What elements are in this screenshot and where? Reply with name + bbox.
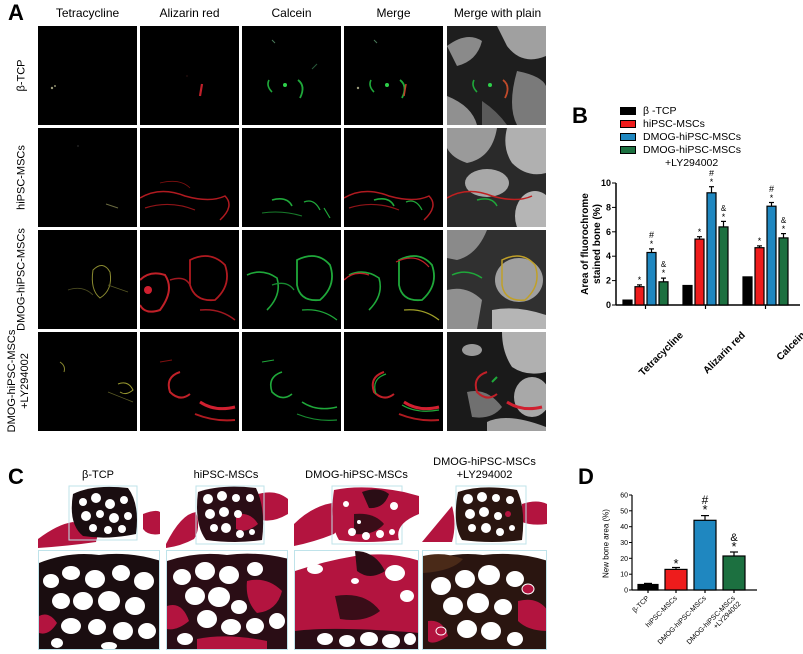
svg-text:#: # [769, 184, 774, 194]
image-hipsc-alizarin [140, 128, 239, 227]
legend-swatch-dmog-ly [620, 145, 636, 154]
svg-text:0: 0 [624, 588, 628, 595]
svg-text:20: 20 [620, 556, 628, 563]
histology-overview-hipsc [166, 485, 288, 548]
panel-d-letter: D [578, 464, 594, 489]
svg-text:*: * [702, 502, 707, 517]
svg-text:2: 2 [606, 276, 611, 286]
svg-text:*: * [731, 539, 736, 554]
image-dmog-merge [344, 230, 443, 329]
image-hipsc-calcein [242, 128, 341, 227]
histology-overview-dmog-ly [422, 485, 547, 545]
panel-b-letter: B [572, 103, 588, 128]
panel-a-col-title-merge: Merge [376, 6, 411, 20]
panel-b-legend: β -TCP hiPSC-MSCs DMOG-hiPSC-MSCs DMOG-h… [620, 104, 741, 169]
panel-a-letter: A [8, 0, 24, 25]
image-hipsc-merge [344, 128, 443, 227]
image-dmogly-merge-plain [447, 332, 546, 431]
svg-text:*: * [662, 268, 666, 278]
panel-a-col-title-alizarin: Alizarin red [159, 6, 220, 20]
panel-c-title-dmog: DMOG-hiPSC-MSCs [305, 469, 408, 481]
svg-text:*: * [782, 224, 786, 234]
histology-detail-dmog-ly [422, 550, 547, 650]
svg-text:*: * [638, 275, 642, 285]
svg-text:4: 4 [606, 251, 611, 261]
image-btcp-alizarin [140, 26, 239, 125]
svg-text:*: * [770, 193, 774, 203]
svg-text:*: * [698, 227, 702, 237]
legend-item-dmog-ly: DMOG-hiPSC-MSCs [620, 143, 741, 156]
legend-item-dmog: DMOG-hiPSC-MSCs [620, 130, 741, 143]
image-dmogly-merge [344, 332, 443, 431]
svg-text:*: * [650, 239, 654, 249]
panel-a-col-title-merge-plain: Merge with plain [453, 6, 542, 20]
chart-b-plot: 0 2 4 6 8 10 * * [601, 170, 800, 310]
image-dmog-calcein [242, 230, 341, 329]
image-dmogly-alizarin [140, 332, 239, 431]
chart-d-xlabel-btcp: β-TCP [631, 595, 651, 615]
svg-text:40: 40 [620, 524, 628, 531]
svg-text:*: * [710, 177, 714, 187]
svg-text:8: 8 [606, 202, 611, 212]
panel-c-title-hipsc: hiPSC-MSCs [193, 469, 259, 481]
panel-a-col-title-tetracycline: Tetracycline [55, 6, 120, 20]
chart-d-plot: 0 10 20 30 40 50 60 * *# *& [620, 493, 757, 595]
svg-text:60: 60 [620, 493, 628, 500]
svg-text:*: * [673, 556, 678, 571]
panel-a-col-title-calcein: Calcein [271, 6, 312, 20]
svg-text:#: # [709, 170, 714, 178]
image-hipsc-merge-plain [447, 128, 546, 227]
image-btcp-tetracycline [38, 26, 137, 125]
svg-text:&: & [781, 216, 787, 225]
image-dmog-tetracycline [38, 230, 137, 329]
histology-overview-dmog [294, 485, 419, 546]
svg-text:10: 10 [620, 572, 628, 579]
image-btcp-merge-plain [447, 26, 546, 125]
svg-text:&: & [721, 204, 727, 213]
image-dmog-alizarin [140, 230, 239, 329]
panel-a-row-label-hipsc: hiPSC-MSCs [15, 145, 28, 210]
histology-overview-btcp [38, 485, 160, 548]
histology-detail-dmog [294, 550, 419, 650]
panel-a-row-label-dmog-ly: DMOG-hiPSC-MSCs +LY294002 [6, 329, 31, 433]
legend-swatch-btcp [620, 106, 636, 115]
legend-item-btcp: β -TCP [620, 104, 741, 117]
svg-text:*: * [758, 236, 762, 246]
legend-swatch-hipsc [620, 119, 636, 128]
panel-c-title-btcp: β-TCP [82, 469, 114, 481]
image-btcp-merge [344, 26, 443, 125]
svg-text:30: 30 [620, 540, 628, 547]
svg-text:*: * [722, 212, 726, 222]
legend-item-hipsc: hiPSC-MSCs [620, 117, 741, 130]
svg-text:50: 50 [620, 508, 628, 515]
image-hipsc-tetracycline [38, 128, 137, 227]
panel-c-title-dmog-ly: DMOG-hiPSC-MSCs +LY294002 [433, 456, 536, 481]
histology-detail-btcp [38, 550, 160, 650]
svg-text:0: 0 [606, 300, 611, 310]
svg-text:&: & [661, 260, 667, 269]
legend-swatch-dmog [620, 132, 636, 141]
image-dmog-merge-plain [447, 230, 546, 329]
image-dmogly-tetracycline [38, 332, 137, 431]
image-btcp-calcein [242, 26, 341, 125]
panel-c-letter: C [8, 464, 24, 489]
svg-text:10: 10 [601, 178, 611, 188]
svg-text:&: & [730, 532, 738, 544]
svg-text:#: # [702, 493, 709, 507]
svg-text:6: 6 [606, 227, 611, 237]
panel-a-row-label-btcp: β-TCP [15, 59, 28, 92]
chart-d-xlabel-hipsc: hiPSC-MSCs [644, 595, 679, 630]
panel-a-row-label-dmog: DMOG-hiPSC-MSCs [15, 228, 28, 331]
image-dmogly-calcein [242, 332, 341, 431]
histology-detail-hipsc [166, 550, 288, 650]
svg-text:#: # [649, 230, 654, 240]
